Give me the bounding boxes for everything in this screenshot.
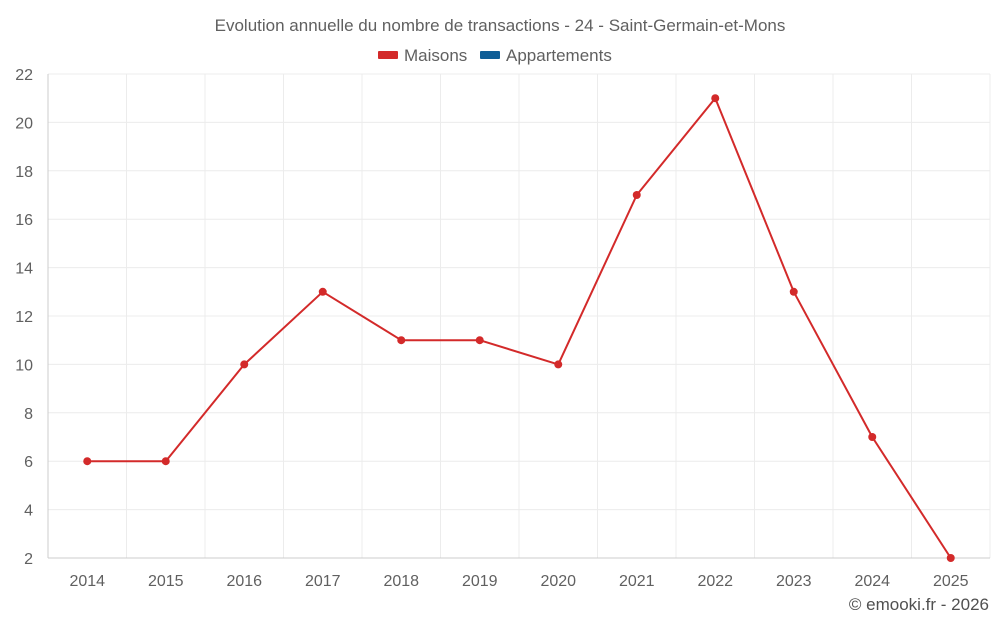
x-tick-label: 2015 bbox=[148, 573, 184, 590]
x-tick-label: 2018 bbox=[383, 573, 419, 590]
legend-item-maisons[interactable]: Maisons bbox=[378, 46, 467, 65]
y-tick-label: 22 bbox=[15, 67, 33, 84]
y-tick-label: 14 bbox=[15, 261, 33, 278]
x-tick-label: 2014 bbox=[69, 573, 105, 590]
x-axis-ticks: 2014 2015 2016 2017 2018 2019 2020 2021 2022 2023… bbox=[69, 573, 968, 590]
data-point-maisons bbox=[632, 191, 641, 199]
x-tick-label: 2017 bbox=[305, 573, 341, 590]
y-tick-label: 10 bbox=[15, 357, 33, 374]
data-point-maisons bbox=[240, 360, 249, 369]
y-tick-label: 6 bbox=[24, 454, 33, 471]
legend-item-appartements[interactable]: Appartements bbox=[480, 46, 612, 65]
series-points bbox=[83, 94, 955, 562]
y-tick-label: 4 bbox=[24, 503, 33, 520]
legend: Maisons Appartements bbox=[378, 46, 612, 65]
x-tick-label: 2022 bbox=[697, 573, 733, 590]
data-point-maisons bbox=[161, 457, 170, 466]
x-tick-label: 2021 bbox=[619, 573, 655, 590]
y-axis-ticks: 2 4 6 8 10 12 14 16 18 20 22 bbox=[15, 67, 33, 568]
y-tick-label: 8 bbox=[24, 406, 33, 423]
x-tick-label: 2020 bbox=[540, 573, 576, 590]
legend-swatch-maisons bbox=[378, 51, 398, 59]
data-point-maisons bbox=[789, 287, 798, 296]
chart-title: Evolution annuelle du nombre de transact… bbox=[215, 16, 786, 35]
x-tick-label: 2019 bbox=[462, 573, 498, 590]
y-tick-label: 18 bbox=[15, 164, 33, 181]
x-tick-label: 2025 bbox=[933, 573, 969, 590]
data-point-maisons bbox=[397, 336, 406, 345]
credit-text: © emooki.fr - 2026 bbox=[849, 595, 989, 614]
legend-label-appartements: Appartements bbox=[506, 46, 612, 65]
x-tick-label: 2023 bbox=[776, 573, 812, 590]
data-point-maisons bbox=[83, 457, 92, 466]
data-point-maisons bbox=[946, 554, 955, 562]
data-point-maisons bbox=[554, 360, 563, 369]
data-point-maisons bbox=[711, 94, 720, 103]
y-tick-label: 12 bbox=[15, 309, 33, 326]
y-tick-label: 2 bbox=[24, 551, 33, 568]
series-lines bbox=[87, 97, 952, 559]
legend-swatch-appartements bbox=[480, 51, 500, 59]
axes bbox=[47, 74, 990, 559]
y-tick-label: 20 bbox=[15, 115, 33, 132]
legend-label-maisons: Maisons bbox=[404, 46, 467, 65]
data-point-maisons bbox=[868, 433, 877, 441]
x-tick-label: 2024 bbox=[854, 573, 890, 590]
y-tick-label: 16 bbox=[15, 212, 33, 229]
x-tick-label: 2016 bbox=[226, 573, 262, 590]
series-line-maisons bbox=[87, 97, 952, 559]
data-point-maisons bbox=[318, 287, 327, 296]
data-point-maisons bbox=[475, 336, 484, 345]
